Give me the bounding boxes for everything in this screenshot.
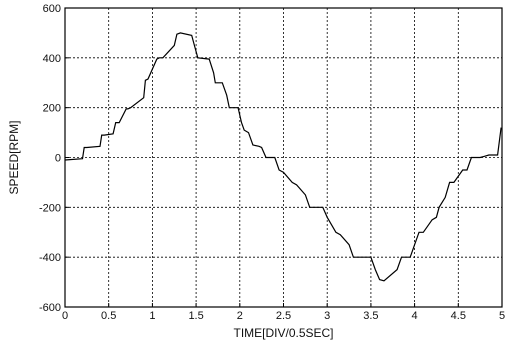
speed-series-line xyxy=(64,32,502,282)
y-tick-label: -600 xyxy=(39,302,61,314)
x-tick-label: 1 xyxy=(149,310,155,322)
tick-layer: 0 0.5 1 1.5 2 2.5 3 3.5 4 4.5 5 -600 -400 -200 0 200 400… xyxy=(39,3,505,322)
grid-layer xyxy=(65,8,502,307)
y-tick-label: 600 xyxy=(43,3,61,15)
x-tick-label: 0.5 xyxy=(101,310,116,322)
x-tick-label: 3 xyxy=(324,310,330,322)
series-layer xyxy=(64,32,502,282)
x-tick-label: 3.5 xyxy=(363,310,378,322)
x-tick-label: 4.5 xyxy=(451,310,466,322)
x-tick-label: 1.5 xyxy=(188,310,203,322)
x-tick-label: 5 xyxy=(499,310,505,322)
x-tick-label: 4 xyxy=(412,310,418,322)
y-tick-label: 0 xyxy=(55,153,61,165)
x-tick-label: 2 xyxy=(237,310,243,322)
x-tick-label: 0 xyxy=(62,310,68,322)
y-tick-label: -400 xyxy=(39,252,61,264)
x-axis-title: TIME[DIV/0.5SEC] xyxy=(233,326,333,340)
y-tick-label: 200 xyxy=(43,103,61,115)
y-tick-label: 400 xyxy=(43,53,61,65)
x-tick-label: 2.5 xyxy=(276,310,291,322)
y-axis-title: SPEED[RPM] xyxy=(7,120,21,194)
y-tick-label: -200 xyxy=(39,202,61,214)
